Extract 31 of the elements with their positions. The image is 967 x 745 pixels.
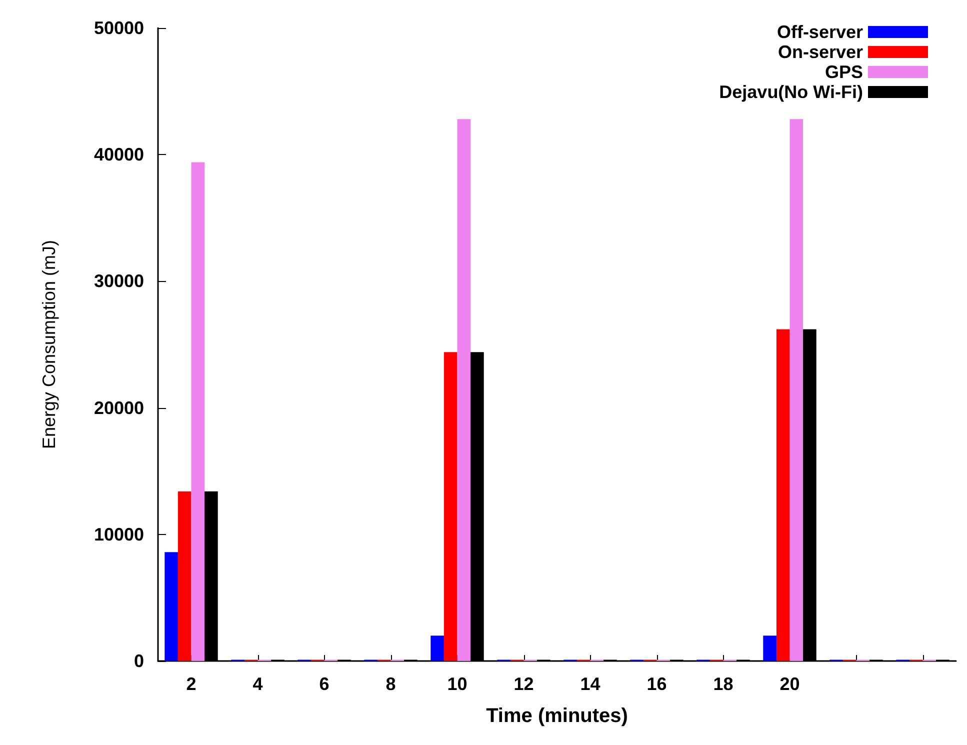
x-axis-title: Time (minutes) [486,705,628,727]
bar [164,552,178,661]
y-axis-title: Energy Consumption (mJ) [39,240,59,450]
legend-label: On-server [778,42,863,62]
x-tick-label: 6 [319,674,330,694]
legend-label: Dejavu(No Wi-Fi) [719,82,863,102]
legend-label: GPS [824,62,863,82]
x-tick-label: 8 [386,674,396,694]
bar [178,491,192,661]
y-tick-label: 40000 [94,144,144,165]
x-tick-label: 2 [186,674,196,694]
y-tick-label: 50000 [94,18,144,38]
y-tick-label: 20000 [94,398,144,418]
y-tick-label: 10000 [94,524,144,544]
legend-label: Off-server [776,22,863,42]
x-tick-label: 20 [780,674,800,694]
bar [763,636,776,661]
x-tick-label: 10 [447,674,468,694]
x-tick-label: 12 [514,674,534,694]
y-tick-label: 30000 [94,271,144,292]
x-tick-label: 14 [580,674,600,694]
bar [776,329,790,661]
x-tick-label: 4 [252,674,263,694]
bar [444,352,458,661]
y-tick-label: 0 [134,651,144,671]
bar [430,636,444,661]
x-tick-label: 18 [713,674,734,694]
bar [457,119,471,661]
x-tick-label: 16 [646,674,667,694]
bar [790,119,804,661]
bar [191,162,205,661]
